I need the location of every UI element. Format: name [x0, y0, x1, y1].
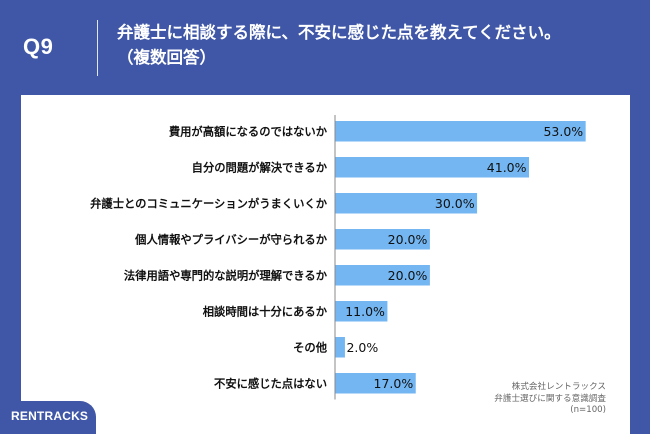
source-company: 株式会社レントラックス: [511, 382, 606, 392]
value-label: 30.0%: [435, 196, 475, 211]
bar: [335, 193, 478, 214]
category-label: 費用が高額になるのではないか: [168, 124, 328, 138]
category-label: 相談時間は十分にあるか: [203, 304, 328, 318]
bar: [335, 265, 430, 286]
header: Q9 弁護士に相談する際に、不安に感じた点を教えてください。 （複数回答）: [0, 0, 650, 96]
bar: [335, 301, 388, 322]
question-title-line2: （複数回答）: [117, 48, 216, 67]
question-number: Q9: [23, 34, 54, 59]
source-survey: 弁護士選びに関する意識調査: [494, 393, 606, 404]
bar-chart: 費用が高額になるのではないか 53.0% 自分の問題が解決できるか 41.0% 弁護士と…: [90, 115, 586, 400]
brand-badge: RENTRACKS: [0, 401, 96, 434]
value-label: 53.0%: [543, 124, 583, 139]
bar: [335, 157, 530, 178]
category-label: 自分の問題が解決できるか: [192, 160, 328, 174]
bar: [335, 337, 345, 358]
value-label: 20.0%: [388, 232, 428, 247]
category-label: 法律用語や専門的な説明が理解できるか: [124, 268, 328, 282]
category-label: その他: [293, 340, 328, 354]
category-label: 弁護士とのコミュニケーションがうまくいくか: [90, 196, 328, 210]
chart-panel: 費用が高額になるのではないか 53.0% 自分の問題が解決できるか 41.0% 弁護士と…: [21, 95, 630, 434]
value-label: 11.0%: [345, 304, 385, 319]
question-title-line1: 弁護士に相談する際に、不安に感じた点を教えてください。: [117, 23, 561, 42]
category-label: 個人情報やプライバシーが守られるか: [134, 232, 328, 246]
brand-logo-text: RENTRACKS: [11, 409, 89, 423]
value-label: 17.0%: [374, 376, 414, 391]
question-title: 弁護士に相談する際に、不安に感じた点を教えてください。 （複数回答）: [117, 20, 637, 70]
bar: [335, 373, 416, 394]
source-note: 株式会社レントラックス 弁護士選びに関する意識調査 (n=100): [494, 382, 606, 417]
bar: [335, 121, 586, 142]
value-label: 41.0%: [487, 160, 527, 175]
category-label: 不安に感じた点はない: [214, 376, 327, 390]
source-sample: (n=100): [570, 405, 606, 415]
bar: [335, 229, 430, 250]
value-label: 20.0%: [388, 268, 428, 283]
header-divider: [97, 20, 98, 76]
value-label: 2.0%: [346, 340, 378, 355]
